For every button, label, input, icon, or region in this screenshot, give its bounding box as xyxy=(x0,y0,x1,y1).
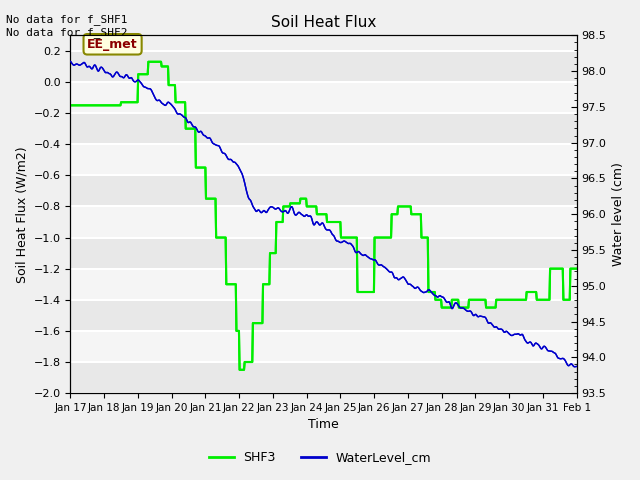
Bar xyxy=(70,238,577,269)
Legend: SHF3, WaterLevel_cm: SHF3, WaterLevel_cm xyxy=(204,446,436,469)
Title: Soil Heat Flux: Soil Heat Flux xyxy=(271,15,376,30)
Bar xyxy=(70,144,577,175)
Bar xyxy=(70,82,577,113)
WaterLevel_cm xyxy=(360,252,368,258)
SHF3 xyxy=(504,297,511,303)
X-axis label: Time: Time xyxy=(308,419,339,432)
SHF3 xyxy=(375,235,383,240)
Y-axis label: Water level (cm): Water level (cm) xyxy=(612,162,625,266)
Bar xyxy=(70,175,577,206)
Text: EE_met: EE_met xyxy=(87,38,138,51)
Bar xyxy=(70,51,577,82)
WaterLevel_cm xyxy=(573,363,580,369)
SHF3 xyxy=(362,289,369,295)
Bar xyxy=(70,113,577,144)
WaterLevel_cm xyxy=(389,271,397,277)
Text: No data for f_SHF1
No data for f_SHF2: No data for f_SHF1 No data for f_SHF2 xyxy=(6,14,128,38)
SHF3 xyxy=(67,102,74,108)
WaterLevel_cm xyxy=(67,59,74,64)
WaterLevel_cm xyxy=(374,261,381,267)
Line: WaterLevel_cm: WaterLevel_cm xyxy=(70,61,577,367)
Bar xyxy=(70,362,577,393)
Line: SHF3: SHF3 xyxy=(70,62,577,370)
Bar xyxy=(70,269,577,300)
Bar xyxy=(70,206,577,238)
WaterLevel_cm xyxy=(98,64,106,70)
SHF3 xyxy=(452,297,460,303)
SHF3 xyxy=(390,211,398,217)
WaterLevel_cm xyxy=(502,328,510,334)
WaterLevel_cm xyxy=(571,364,579,370)
Bar xyxy=(70,331,577,362)
SHF3 xyxy=(98,102,106,108)
Bar xyxy=(70,300,577,331)
WaterLevel_cm xyxy=(451,301,458,307)
SHF3 xyxy=(236,367,243,372)
SHF3 xyxy=(145,59,152,65)
Y-axis label: Soil Heat Flux (W/m2): Soil Heat Flux (W/m2) xyxy=(15,146,28,283)
SHF3 xyxy=(573,266,580,272)
